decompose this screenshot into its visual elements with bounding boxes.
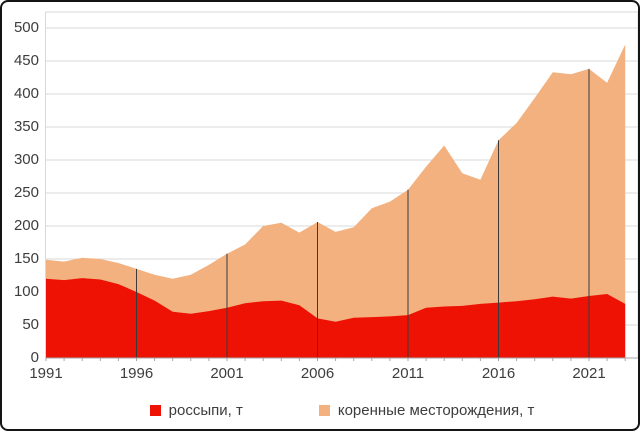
x-tick-label: 1996 <box>119 365 154 382</box>
y-tick-label: 300 <box>13 151 39 168</box>
y-tick-label: 500 <box>13 19 39 36</box>
x-tick-label: 2006 <box>300 365 335 382</box>
y-tick-label: 200 <box>13 217 39 234</box>
x-tick-label: 2016 <box>481 365 516 382</box>
y-tick-label: 50 <box>22 316 39 333</box>
x-tick-label: 1991 <box>29 365 63 382</box>
y-tick-label: 350 <box>13 118 39 135</box>
y-tick-label: 100 <box>13 283 39 300</box>
chart-legend: россыпи, т коренные месторождения, т <box>46 400 638 420</box>
legend-label-placers: россыпи, т <box>168 401 243 419</box>
y-tick-label: 400 <box>13 85 39 102</box>
y-tick-label: 250 <box>13 184 39 201</box>
x-tick-label: 2001 <box>210 365 244 382</box>
x-tick-label: 2011 <box>391 365 425 382</box>
legend-label-hardrock: коренные месторождения, т <box>337 401 535 419</box>
area-placers <box>46 278 626 358</box>
legend-swatch-placers-icon <box>149 404 161 416</box>
legend-item-hardrock: коренные месторождения, т <box>318 401 535 419</box>
y-tick-label: 150 <box>13 250 39 267</box>
x-tick-label: 2021 <box>572 365 606 382</box>
area-hardrock <box>46 44 626 358</box>
y-tick-label: 0 <box>30 349 39 366</box>
y-tick-label: 450 <box>13 52 39 69</box>
legend-item-placers: россыпи, т <box>149 401 243 419</box>
legend-swatch-hardrock-icon <box>318 404 330 416</box>
